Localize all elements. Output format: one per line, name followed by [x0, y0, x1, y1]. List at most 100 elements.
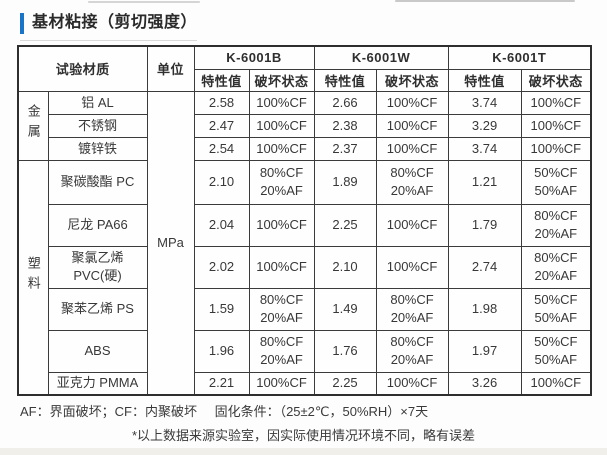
state-cell: 80%CF 20%AF [375, 159, 449, 205]
col-header-value: 特性值 [447, 68, 522, 92]
material-cell: 尼龙 PA66 [47, 203, 148, 247]
state-cell: 100%CF [375, 203, 449, 247]
legend-footnote: AF：界面破坏；CF：内聚破坏 固化条件：（25±2℃，50%RH）×7天 [20, 401, 428, 420]
value-cell: 3.26 [447, 371, 522, 396]
col-header-unit: 单位 [146, 45, 195, 92]
col-header-state: 破坏状态 [375, 68, 449, 92]
bottom-edge-strip [0, 448, 607, 455]
state-cell: 100%CF [375, 136, 449, 161]
table-row: 聚苯乙烯 PS 1.59 80%CF 20%AF 1.49 80%CF 20%AF … [18, 287, 592, 331]
value-cell: 1.49 [313, 287, 377, 331]
table-row: ABS 1.96 80%CF 20%AF 1.76 80%CF 20%AF 1.97… [18, 329, 592, 373]
clipped-content-artifact [395, 0, 575, 2]
state-cell: 100%CF [375, 90, 449, 115]
state-cell: 100%CF [248, 371, 315, 396]
value-cell: 1.96 [193, 329, 250, 373]
material-cell: ABS [47, 329, 148, 373]
col-header-state: 破坏状态 [248, 68, 315, 92]
material-cell: 亚克力 PMMA [47, 371, 148, 396]
value-cell: 2.21 [193, 371, 250, 396]
table-row: 塑料 聚碳酸酯 PC 2.10 80%CF 20%AF 1.89 80%CF 20%… [17, 159, 592, 396]
clipped-content-artifact [88, 1, 200, 3]
col-header-product-k6001b: K-6001B [193, 45, 315, 70]
value-cell: 2.10 [193, 159, 250, 205]
value-cell: 2.54 [193, 136, 250, 161]
value-cell: 1.79 [447, 203, 522, 247]
state-cell: 50%CF 50%AF [520, 159, 592, 205]
state-cell: 100%CF [248, 136, 315, 161]
material-cell: 聚苯乙烯 PS [47, 287, 148, 331]
state-cell: 100%CF [520, 113, 592, 138]
table-row: 聚氯乙烯 PVC(硬) 2.02 100%CF 2.10 100%CF 2.74 … [18, 245, 592, 289]
value-cell: 2.37 [313, 136, 377, 161]
value-cell: 2.58 [193, 90, 250, 115]
table-row: 金属 铝 AL MPa 2.58 100%CF 2.66 100%CF 3.74… [17, 90, 592, 396]
value-cell: 2.74 [447, 245, 522, 289]
disclaimer-note: *以上数据来源实验室，因实际使用情况环境不同，略有误差 [131, 428, 476, 443]
value-cell: 2.47 [193, 113, 250, 138]
material-cell: 镀锌铁 [47, 136, 148, 161]
col-header-value: 特性值 [193, 68, 250, 92]
value-cell: 2.10 [313, 245, 377, 289]
state-cell: 100%CF [375, 113, 449, 138]
curing-condition-text: 固化条件：（25±2℃，50%RH）×7天 [214, 404, 429, 419]
state-cell: 100%CF [248, 90, 315, 115]
material-cell: 不锈钢 [47, 113, 148, 138]
unit-cell: MPa [146, 90, 195, 396]
col-header-product-k6001t: K-6001T [447, 45, 592, 70]
table-row: 不锈钢 2.47 100%CF 2.38 100%CF 3.29 100%CF [18, 113, 592, 138]
state-cell: 100%CF [520, 371, 592, 396]
state-cell: 80%CF 20%AF [375, 329, 449, 373]
state-cell: 80%CF 20%AF [248, 159, 315, 205]
value-cell: 2.04 [193, 203, 250, 247]
value-cell: 1.21 [447, 159, 522, 205]
value-cell: 2.02 [193, 245, 250, 289]
table-row: 亚克力 PMMA 2.21 100%CF 2.25 100%CF 3.26 10… [18, 371, 592, 396]
state-cell: 80%CF 20%AF [520, 203, 592, 247]
value-cell: 2.25 [313, 371, 377, 396]
state-cell: 80%CF 20%AF [248, 287, 315, 331]
value-cell: 1.98 [447, 287, 522, 331]
state-cell: 50%CF 50%AF [520, 287, 592, 331]
shear-strength-table: 试验材质 单位 K-6001B K-6001W K-6001T 特性值 破坏状态… [17, 45, 593, 396]
col-header-material: 试验材质 [17, 45, 148, 92]
section-title-block: 基材粘接（剪切强度） [20, 12, 198, 41]
value-cell: 1.89 [313, 159, 377, 205]
value-cell: 1.76 [313, 329, 377, 373]
value-cell: 3.74 [447, 136, 522, 161]
state-cell: 80%CF 20%AF [520, 245, 592, 289]
value-cell: 2.66 [313, 90, 377, 115]
table-row: 镀锌铁 2.54 100%CF 2.37 100%CF 3.74 100%CF [18, 136, 592, 161]
value-cell: 3.29 [447, 113, 522, 138]
state-cell: 50%CF 50%AF [520, 329, 592, 373]
group-cell-metal: 金属 [17, 90, 49, 161]
material-cell: 聚氯乙烯 PVC(硬) [47, 245, 148, 289]
value-cell: 1.97 [447, 329, 522, 373]
state-cell: 80%CF 20%AF [248, 329, 315, 373]
col-header-state: 破坏状态 [520, 68, 592, 92]
col-header-value: 特性值 [313, 68, 377, 92]
legend-text: AF：界面破坏；CF：内聚破坏 [20, 404, 197, 419]
state-cell: 100%CF [375, 371, 449, 396]
state-cell: 100%CF [248, 245, 315, 289]
state-cell: 100%CF [248, 113, 315, 138]
group-cell-plastic: 塑料 [17, 159, 49, 396]
value-cell: 2.25 [313, 203, 377, 247]
header-row-subcolumns: 特性值 破坏状态 特性值 破坏状态 特性值 破坏状态 [18, 68, 592, 92]
page-title: 基材粘接（剪切强度） [32, 14, 198, 31]
material-cell: 铝 AL [47, 90, 148, 115]
state-cell: 100%CF [520, 136, 592, 161]
material-cell: 聚碳酸酯 PC [47, 159, 148, 205]
state-cell: 100%CF [248, 203, 315, 247]
state-cell: 100%CF [520, 90, 592, 115]
table-row: 尼龙 PA66 2.04 100%CF 2.25 100%CF 1.79 80%… [18, 203, 592, 247]
state-cell: 100%CF [375, 245, 449, 289]
value-cell: 1.59 [193, 287, 250, 331]
value-cell: 3.74 [447, 90, 522, 115]
state-cell: 80%CF 20%AF [375, 287, 449, 331]
title-accent-bar [20, 12, 24, 34]
col-header-product-k6001w: K-6001W [313, 45, 449, 70]
value-cell: 2.38 [313, 113, 377, 138]
header-row-products: 试验材质 单位 K-6001B K-6001W K-6001T [17, 45, 592, 92]
